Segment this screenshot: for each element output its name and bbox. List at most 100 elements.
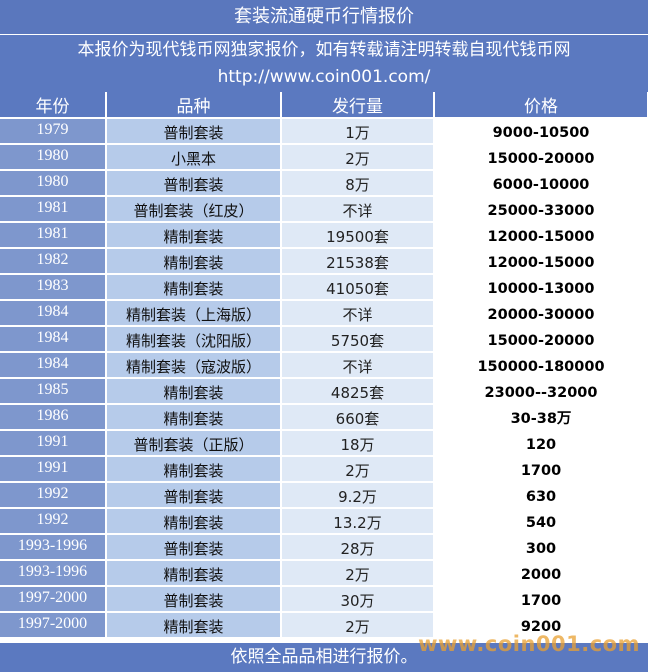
cell-year: 1997-2000	[0, 612, 107, 639]
table-row: 1986 精制套装 660套 30-38万	[0, 404, 648, 431]
cell-year: 1993-1996	[0, 560, 107, 587]
table-row: 1991 普制套装（正版） 18万 120	[0, 430, 648, 457]
table-row: 1979 普制套装 1万 9000-10500	[0, 118, 648, 145]
footer-note: 依照全品品相进行报价。	[0, 643, 648, 672]
cell-price: 300	[434, 534, 648, 561]
cell-variety: 精制套装	[106, 404, 282, 431]
table-row: 1980 普制套装 8万 6000-10000	[0, 170, 648, 197]
cell-mintage: 41050套	[281, 274, 435, 301]
cell-mintage: 30万	[281, 586, 435, 613]
cell-variety: 普制套装	[106, 586, 282, 613]
cell-variety: 普制套装	[106, 482, 282, 509]
sheet-title: 套装流通硬币行情报价	[0, 0, 648, 34]
cell-variety: 精制套装	[106, 560, 282, 587]
cell-variety: 普制套装	[106, 534, 282, 561]
cell-variety: 精制套装	[106, 248, 282, 275]
cell-year: 1981	[0, 196, 107, 223]
cell-year: 1985	[0, 378, 107, 405]
table-row: 1991 精制套装 2万 1700	[0, 456, 648, 483]
cell-mintage: 21538套	[281, 248, 435, 275]
cell-variety: 精制套装	[106, 274, 282, 301]
table-header-row: 年份 品种 发行量 价格	[0, 92, 648, 119]
cell-price: 25000-33000	[434, 196, 648, 223]
price-table: 年份 品种 发行量 价格 1979 普制套装 1万 9000-10500 1980 小黑本…	[0, 92, 648, 639]
table-row: 1992 普制套装 9.2万 630	[0, 482, 648, 509]
table-row: 1993-1996 普制套装 28万 300	[0, 534, 648, 561]
cell-mintage: 8万	[281, 170, 435, 197]
cell-price: 23000--32000	[434, 378, 648, 405]
cell-year: 1992	[0, 482, 107, 509]
cell-mintage: 18万	[281, 430, 435, 457]
cell-variety: 普制套装	[106, 170, 282, 197]
cell-mintage: 不详	[281, 352, 435, 379]
cell-year: 1979	[0, 118, 107, 145]
table-row: 1997-2000 精制套装 2万 9200	[0, 612, 648, 639]
cell-price: 1700	[434, 456, 648, 483]
cell-mintage: 2万	[281, 144, 435, 171]
table-row: 1992 精制套装 13.2万 540	[0, 508, 648, 535]
cell-year: 1991	[0, 430, 107, 457]
cell-mintage: 不详	[281, 300, 435, 327]
cell-mintage: 13.2万	[281, 508, 435, 535]
cell-price: 10000-13000	[434, 274, 648, 301]
cell-price: 30-38万	[434, 404, 648, 431]
cell-variety: 普制套装（正版）	[106, 430, 282, 457]
cell-year: 1983	[0, 274, 107, 301]
copyright-notice: 本报价为现代钱币网独家报价，如有转载请注明转载自现代钱币网	[0, 35, 648, 65]
cell-mintage: 不详	[281, 196, 435, 223]
cell-price: 9200	[434, 612, 648, 639]
cell-price: 1700	[434, 586, 648, 613]
cell-variety: 普制套装	[106, 118, 282, 145]
table-row: 1984 精制套装（上海版） 不详 20000-30000	[0, 300, 648, 327]
table-row: 1980 小黑本 2万 15000-20000	[0, 144, 648, 171]
site-url: http://www.coin001.com/	[0, 65, 648, 92]
cell-variety: 精制套装（上海版）	[106, 300, 282, 327]
cell-price: 15000-20000	[434, 326, 648, 353]
column-header-year: 年份	[0, 92, 107, 119]
cell-year: 1981	[0, 222, 107, 249]
cell-variety: 精制套装（沈阳版）	[106, 326, 282, 353]
table-row: 1984 精制套装（沈阳版） 5750套 15000-20000	[0, 326, 648, 353]
table-row: 1983 精制套装 41050套 10000-13000	[0, 274, 648, 301]
table-body: 1979 普制套装 1万 9000-10500 1980 小黑本 2万 15000-20000…	[0, 118, 648, 639]
cell-year: 1986	[0, 404, 107, 431]
cell-price: 15000-20000	[434, 144, 648, 171]
cell-variety: 精制套装	[106, 222, 282, 249]
cell-mintage: 1万	[281, 118, 435, 145]
cell-mintage: 19500套	[281, 222, 435, 249]
cell-year: 1991	[0, 456, 107, 483]
cell-mintage: 660套	[281, 404, 435, 431]
cell-variety: 精制套装（寇波版）	[106, 352, 282, 379]
cell-price: 150000-180000	[434, 352, 648, 379]
cell-mintage: 5750套	[281, 326, 435, 353]
column-header-mintage: 发行量	[281, 92, 435, 119]
cell-variety: 精制套装	[106, 612, 282, 639]
cell-price: 6000-10000	[434, 170, 648, 197]
cell-year: 1992	[0, 508, 107, 535]
table-row: 1981 精制套装 19500套 12000-15000	[0, 222, 648, 249]
cell-variety: 普制套装（红皮）	[106, 196, 282, 223]
cell-year: 1984	[0, 300, 107, 327]
cell-mintage: 9.2万	[281, 482, 435, 509]
cell-mintage: 4825套	[281, 378, 435, 405]
cell-year: 1993-1996	[0, 534, 107, 561]
cell-price: 12000-15000	[434, 248, 648, 275]
cell-year: 1997-2000	[0, 586, 107, 613]
table-row: 1981 普制套装（红皮） 不详 25000-33000	[0, 196, 648, 223]
cell-price: 540	[434, 508, 648, 535]
cell-price: 20000-30000	[434, 300, 648, 327]
cell-mintage: 2万	[281, 612, 435, 639]
cell-price: 630	[434, 482, 648, 509]
cell-year: 1984	[0, 352, 107, 379]
column-header-price: 价格	[434, 92, 648, 119]
cell-price: 12000-15000	[434, 222, 648, 249]
cell-variety: 精制套装	[106, 508, 282, 535]
table-row: 1982 精制套装 21538套 12000-15000	[0, 248, 648, 275]
table-row: 1985 精制套装 4825套 23000--32000	[0, 378, 648, 405]
cell-mintage: 28万	[281, 534, 435, 561]
cell-variety: 小黑本	[106, 144, 282, 171]
table-row: 1997-2000 普制套装 30万 1700	[0, 586, 648, 613]
cell-price: 9000-10500	[434, 118, 648, 145]
table-row: 1993-1996 精制套装 2万 2000	[0, 560, 648, 587]
